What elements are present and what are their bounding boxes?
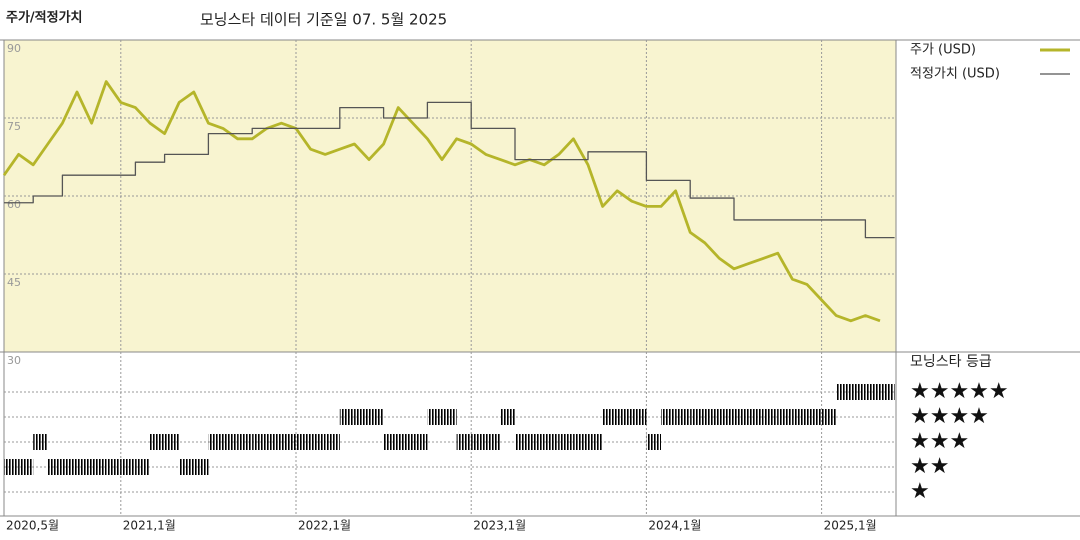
x-tick-label: 2020,5월 — [6, 519, 59, 533]
rating-bar — [4, 459, 19, 475]
rating-bar — [661, 409, 676, 425]
x-tick-label: 2021,1월 — [123, 519, 176, 533]
series-line — [4, 101, 895, 239]
rating-bar — [325, 434, 340, 450]
rating-bar — [558, 434, 574, 450]
rating-label: ★★ — [910, 454, 949, 479]
y-tick-label: 30 — [7, 354, 21, 367]
rating-bar — [500, 409, 515, 425]
rating-bar — [763, 409, 778, 425]
rating-bar — [865, 384, 880, 400]
chart-title: 주가/적정가치 — [6, 10, 83, 26]
rating-bar — [62, 459, 77, 475]
rating-bar — [193, 459, 209, 475]
rating-bar — [179, 459, 194, 475]
rating-bar — [252, 434, 267, 450]
y-tick-label: 90 — [7, 42, 21, 55]
rating-bar — [223, 434, 238, 450]
rating-bar — [164, 434, 180, 450]
rating-bar — [120, 459, 136, 475]
rating-bar — [296, 434, 311, 450]
rating-bar — [339, 409, 355, 425]
rating-bar — [704, 409, 720, 425]
rating-bar — [266, 434, 282, 450]
y-tick-label: 45 — [7, 276, 21, 289]
x-tick-label: 2024,1월 — [648, 519, 701, 533]
rating-bar — [77, 459, 92, 475]
rating-title: 모닝스타 등급 — [910, 354, 992, 370]
rating-bar — [398, 434, 413, 450]
y-tick-label: 75 — [7, 120, 21, 133]
rating-bar — [412, 434, 428, 450]
rating-bar — [208, 434, 223, 450]
rating-bar — [719, 409, 734, 425]
rating-label: ★★★★ — [910, 404, 989, 429]
rating-bar — [369, 409, 384, 425]
rating-bar — [588, 434, 603, 450]
legend-label: 주가 (USD) — [910, 43, 976, 58]
rating-label: ★★★ — [910, 429, 969, 454]
x-tick-label: 2023,1월 — [473, 519, 526, 533]
chart-subtitle: 모닝스타 데이터 기준일 07. 5월 2025 — [200, 11, 447, 29]
rating-bar — [675, 409, 691, 425]
rating-bar — [792, 409, 807, 425]
rating-bar — [690, 409, 705, 425]
rating-label: ★★★★★ — [910, 379, 1009, 404]
rating-bar — [106, 459, 121, 475]
rating-bar — [310, 434, 326, 450]
rating-bar — [631, 409, 647, 425]
rating-bar — [91, 459, 107, 475]
rating-bar — [237, 434, 253, 450]
rating-bar — [646, 434, 661, 450]
rating-bar — [836, 384, 851, 400]
rating-bar — [456, 434, 472, 450]
rating-bar — [777, 409, 793, 425]
y-tick-label: 60 — [7, 198, 21, 211]
rating-bar — [18, 459, 34, 475]
rating-bar — [529, 434, 545, 450]
rating-bar — [442, 409, 457, 425]
x-tick-label: 2022,1월 — [298, 519, 351, 533]
rating-bar — [821, 409, 837, 425]
rating-bar — [135, 459, 150, 475]
rating-bar — [880, 384, 895, 400]
rating-label: ★ — [910, 479, 930, 504]
legend: 주가 (USD) 적정가치 (USD) 모닝스타 등급 — [910, 43, 1000, 371]
rating-bar — [515, 434, 530, 450]
rating-bar — [150, 434, 165, 450]
rating-bar — [427, 409, 442, 425]
legend-label: 적정가치 (USD) — [910, 67, 1000, 82]
rating-bar — [602, 409, 618, 425]
rating-bar — [544, 434, 559, 450]
rating-bar — [734, 409, 749, 425]
series-line — [2, 80, 881, 323]
rating-bar — [807, 409, 822, 425]
rating-bar — [485, 434, 501, 450]
rating-bar — [471, 434, 486, 450]
rating-bar — [383, 434, 399, 450]
rating-bar — [47, 459, 63, 475]
rating-bar — [33, 434, 48, 450]
rating-bar — [850, 384, 866, 400]
rating-bar — [748, 409, 764, 425]
rating-bar — [281, 434, 296, 450]
rating-bar — [573, 434, 588, 450]
rating-bar — [617, 409, 632, 425]
rating-bar — [354, 409, 369, 425]
x-tick-label: 2025,1월 — [824, 519, 877, 533]
